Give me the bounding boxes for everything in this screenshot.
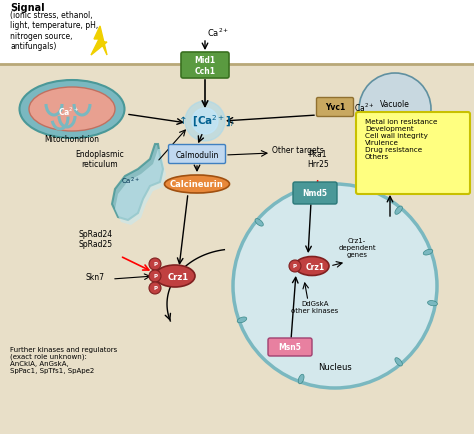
Ellipse shape — [19, 81, 125, 139]
Ellipse shape — [237, 317, 247, 323]
Text: Metal ion resistance
Development
Cell wall integrity
Virulence
Drug resistance
O: Metal ion resistance Development Cell wa… — [365, 119, 438, 160]
Text: Ca$^{2+}$: Ca$^{2+}$ — [120, 176, 139, 187]
Circle shape — [192, 109, 218, 135]
Text: SpRad24
SpRad25: SpRad24 SpRad25 — [78, 229, 112, 248]
Text: Nucleus: Nucleus — [318, 362, 352, 371]
Text: Ca$^{2+}$: Ca$^{2+}$ — [354, 102, 374, 114]
Text: Skn7: Skn7 — [85, 273, 104, 281]
FancyBboxPatch shape — [168, 145, 226, 164]
Text: P: P — [153, 262, 157, 267]
FancyBboxPatch shape — [268, 338, 312, 356]
Text: Mid1
Cch1: Mid1 Cch1 — [194, 56, 216, 76]
Circle shape — [149, 258, 161, 270]
Text: Calcineurin: Calcineurin — [170, 180, 224, 189]
Text: (ionic stress, ethanol,
light, temperature, pH,
nitrogen source,
antifungals): (ionic stress, ethanol, light, temperatu… — [10, 11, 98, 51]
Text: Signal: Signal — [10, 3, 45, 13]
Text: DdGskA
other kinases: DdGskA other kinases — [292, 300, 338, 313]
Ellipse shape — [395, 207, 402, 215]
Ellipse shape — [295, 257, 329, 276]
FancyBboxPatch shape — [317, 98, 354, 117]
Ellipse shape — [298, 375, 304, 384]
Text: Calmodulin: Calmodulin — [175, 150, 219, 159]
Text: P: P — [153, 274, 157, 279]
Text: Pka1
Hrr25: Pka1 Hrr25 — [307, 149, 329, 169]
Ellipse shape — [164, 176, 229, 194]
Circle shape — [149, 283, 161, 294]
Ellipse shape — [428, 301, 438, 306]
Text: Other targets: Other targets — [272, 146, 324, 155]
Text: Nmd5: Nmd5 — [302, 189, 328, 198]
Circle shape — [289, 260, 301, 273]
Polygon shape — [115, 150, 166, 226]
Text: Crz1: Crz1 — [167, 272, 189, 281]
Text: P: P — [293, 264, 297, 269]
Ellipse shape — [29, 88, 115, 132]
Circle shape — [233, 184, 437, 388]
FancyBboxPatch shape — [293, 183, 337, 204]
Bar — [0, 65, 474, 434]
Text: Crz1-
dependent
genes: Crz1- dependent genes — [338, 237, 376, 257]
FancyBboxPatch shape — [356, 113, 470, 194]
FancyBboxPatch shape — [181, 53, 229, 79]
Text: P: P — [153, 286, 157, 291]
Ellipse shape — [315, 184, 320, 194]
Text: Endoplasmic
reticulum: Endoplasmic reticulum — [76, 149, 124, 169]
Text: Further kinases and regulators
(exact role unknown):
AnCkiA, AnGskA,
SpPac1, SpT: Further kinases and regulators (exact ro… — [10, 346, 117, 374]
Ellipse shape — [423, 250, 433, 256]
Polygon shape — [91, 27, 107, 56]
Ellipse shape — [155, 265, 195, 287]
Text: Crz1: Crz1 — [305, 262, 325, 271]
Bar — [0, 0, 474, 65]
Circle shape — [149, 270, 161, 283]
Text: Yvc1: Yvc1 — [325, 103, 345, 112]
Text: Ca$^{2+}$: Ca$^{2+}$ — [58, 105, 80, 118]
Circle shape — [185, 102, 225, 141]
Text: Ca$^{2+}$: Ca$^{2+}$ — [207, 26, 229, 39]
Text: Mitochondrion: Mitochondrion — [45, 135, 100, 144]
Polygon shape — [112, 145, 163, 220]
Text: $\uparrow$ [Ca$^{2+}$]$_i$: $\uparrow$ [Ca$^{2+}$]$_i$ — [176, 113, 234, 128]
Ellipse shape — [255, 219, 264, 227]
Text: Vacuole: Vacuole — [380, 100, 410, 109]
Ellipse shape — [395, 358, 402, 366]
Text: Msn5: Msn5 — [279, 343, 301, 352]
Circle shape — [359, 74, 431, 146]
